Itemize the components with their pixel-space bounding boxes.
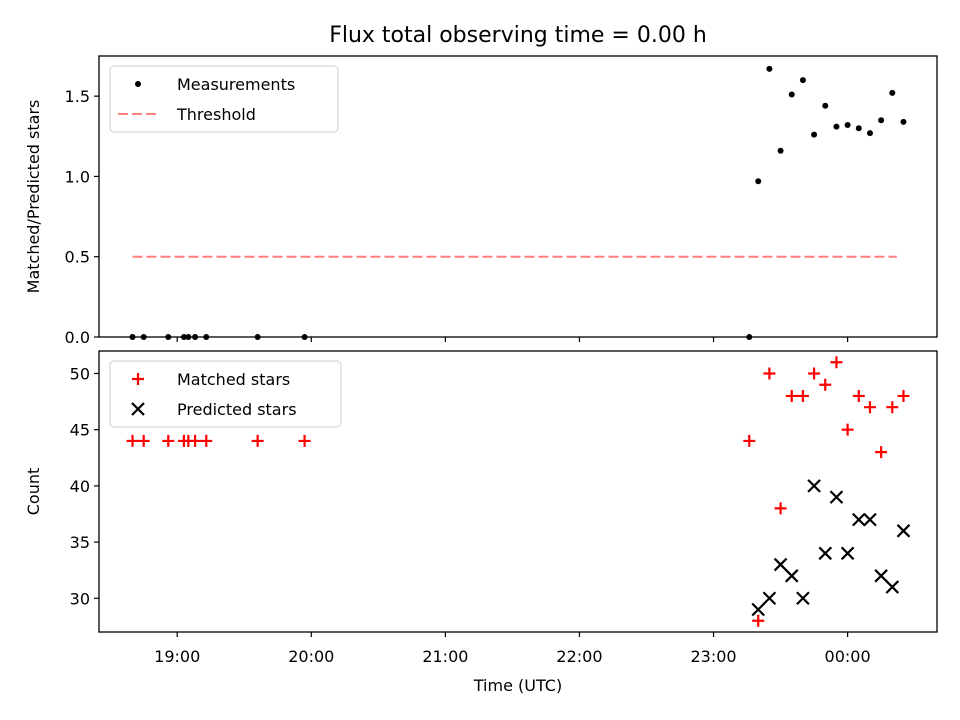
predicted-star-point	[840, 546, 855, 561]
predicted-star-point	[829, 490, 844, 504]
matched-star-point	[251, 434, 264, 447]
legend-marker-matched	[132, 373, 144, 385]
measurement-point	[844, 122, 851, 129]
predicted-star-point	[896, 524, 911, 538]
x-tick-label: 19:00	[154, 647, 200, 666]
measurement-point	[777, 147, 784, 154]
chart-title: Flux total observing time = 0.00 h	[329, 23, 707, 48]
y-tick-label: 40	[70, 477, 90, 496]
x-tick-label: 20:00	[288, 647, 334, 666]
bottom-panel: 30 35 40 45 50 19:00 20:00 21:00 22:00 23:00 00:00…	[24, 350, 938, 695]
matched-star-point	[126, 434, 139, 447]
y-tick-label: 45	[70, 421, 90, 440]
top-panel: 0.0 0.5 1.0 1.5 Matched/Predicted stars Measu…	[24, 55, 938, 347]
legend-box	[109, 65, 339, 133]
measurement-point	[822, 102, 829, 109]
measurement-point	[755, 178, 762, 185]
matched-star-point	[886, 401, 899, 414]
y-tick-label: 30	[70, 589, 90, 608]
matched-star-point	[819, 378, 832, 391]
predicted-star-point	[762, 591, 777, 606]
matched-star-point	[875, 446, 888, 459]
y-tick-label: 1.0	[65, 167, 90, 186]
y-tick-label: 0.0	[65, 328, 90, 347]
legend-box	[109, 360, 342, 428]
y-tick-label: 50	[70, 364, 90, 383]
plot-frame	[98, 350, 938, 633]
predicted-star-point	[885, 580, 900, 594]
matched-star-point	[752, 614, 765, 627]
matched-star-point	[200, 434, 213, 447]
matched-star-point	[808, 367, 821, 380]
measurement-point	[811, 131, 818, 138]
matched-star-point	[897, 389, 910, 402]
matched-star-point	[841, 423, 854, 436]
measurement-point	[878, 117, 885, 124]
predicted-star-point	[796, 591, 810, 606]
x-axis-label: Time (UTC)	[473, 676, 562, 695]
matched-star-point	[785, 389, 798, 402]
measurement-point	[799, 77, 806, 84]
y-axis-label: Matched/Predicted stars	[24, 100, 43, 294]
matched-star-point	[863, 401, 876, 414]
predicted-star-point	[852, 512, 866, 527]
measurement-point	[766, 65, 773, 72]
measurement-point	[855, 125, 862, 132]
x-tick-label: 22:00	[556, 647, 602, 666]
legend-marker-measurements	[135, 81, 141, 87]
x-tick-label: 00:00	[825, 647, 871, 666]
x-tick-label: 21:00	[422, 647, 468, 666]
legend-label: Matched stars	[177, 370, 290, 389]
matched-star-point	[763, 367, 776, 380]
legend-label: Measurements	[177, 75, 295, 94]
matched-star-point	[298, 434, 311, 447]
y-tick-label: 1.5	[65, 87, 90, 106]
legend-label: Predicted stars	[177, 400, 297, 419]
predicted-star-point	[874, 569, 888, 583]
matched-star-point	[830, 356, 843, 369]
y-axis-label: Count	[24, 468, 43, 516]
legend-label: Threshold	[176, 105, 256, 124]
plot-frame	[98, 55, 938, 338]
predicted-star-point	[807, 479, 821, 493]
predicted-star-point	[863, 512, 877, 527]
matched-star-point	[796, 389, 809, 402]
measurement-point	[866, 130, 873, 137]
y-tick-label: 0.5	[65, 248, 90, 267]
x-tick-label: 23:00	[690, 647, 736, 666]
matched-star-point	[743, 434, 756, 447]
predicted-star-point	[773, 557, 788, 572]
measurement-point	[833, 123, 840, 130]
predicted-star-point	[751, 602, 766, 617]
matched-star-point	[774, 502, 787, 515]
predicted-star-point	[784, 569, 799, 583]
measurement-point	[889, 89, 896, 96]
matched-star-point	[189, 434, 202, 447]
measurement-point	[900, 118, 907, 125]
y-tick-label: 35	[70, 533, 90, 552]
predicted-star-point	[818, 546, 833, 561]
measurement-point	[788, 91, 795, 98]
legend-marker-predicted	[131, 402, 145, 416]
matched-star-point	[852, 389, 865, 402]
matched-star-point	[162, 434, 175, 447]
matched-star-point	[137, 434, 150, 447]
